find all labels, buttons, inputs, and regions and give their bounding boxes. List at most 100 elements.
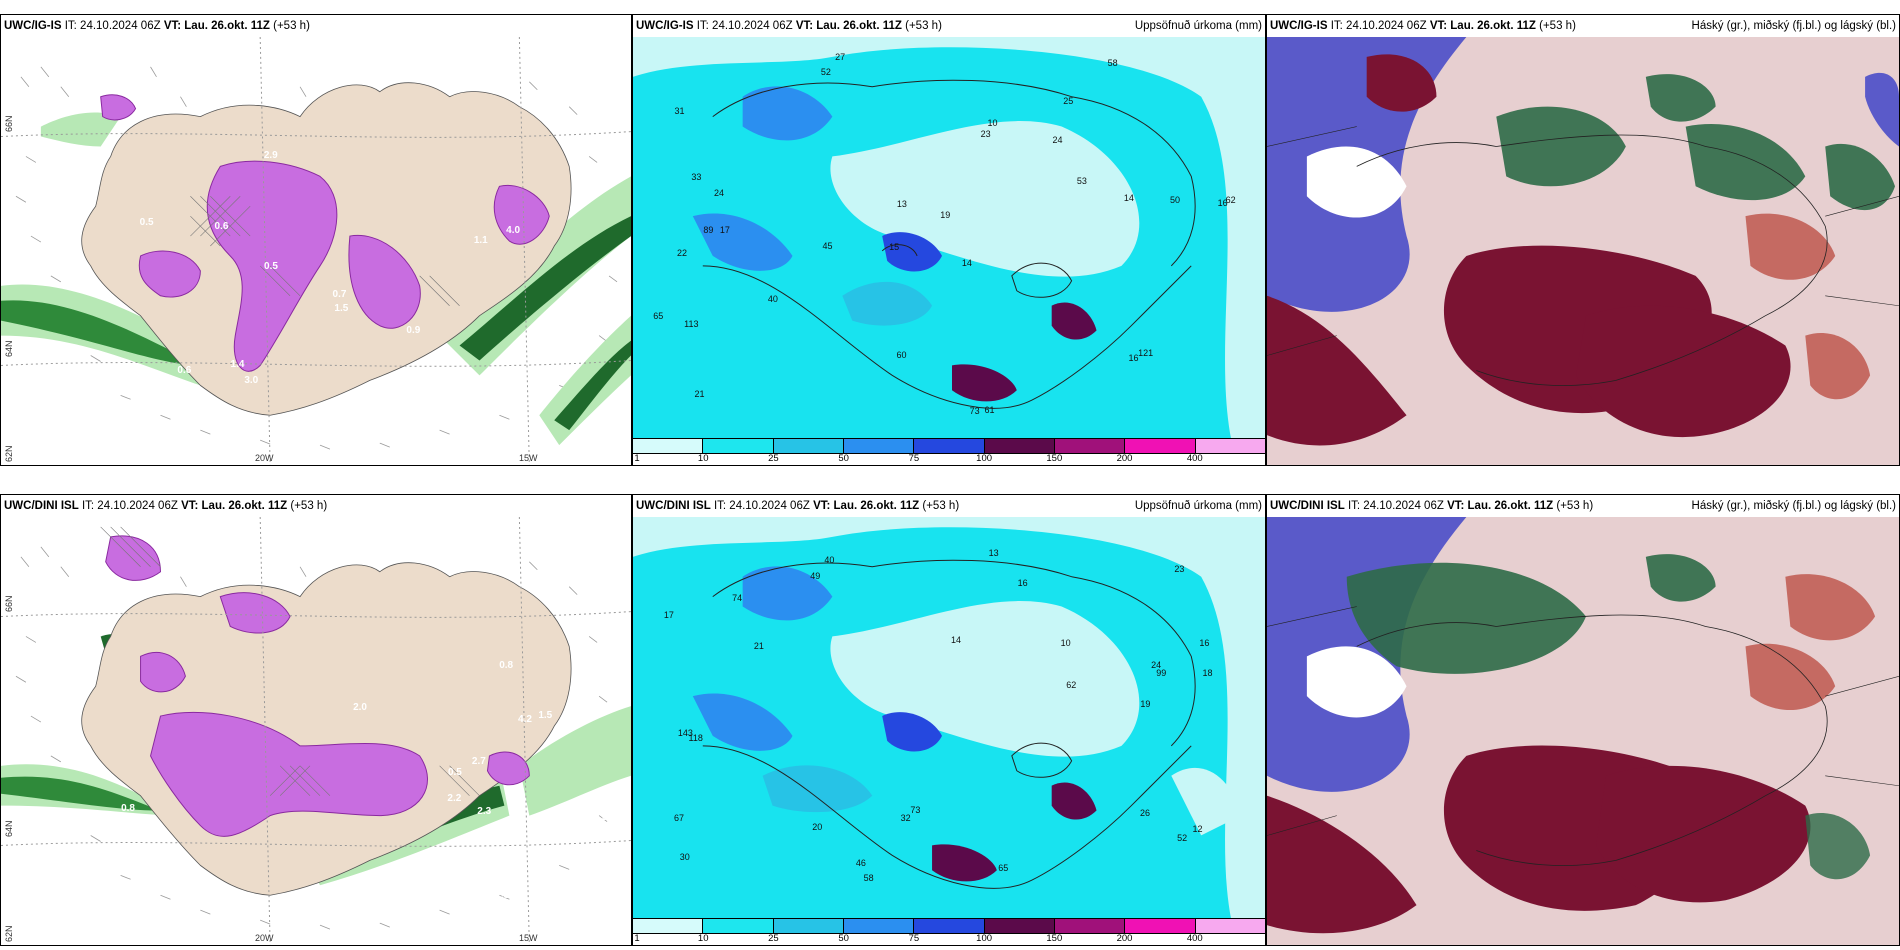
accum-value: 113 <box>684 319 699 330</box>
panel-title: Uppsöfnuð úrkoma (mm) <box>1134 500 1262 512</box>
accum-map: 27 25 16 15 14 17 31 24 22 23 19 21 52 45 73 61 60 58 53 40… <box>633 37 1265 439</box>
accum-value: 21 <box>694 389 705 400</box>
panel-ig-clouds: UWC/IG-IS IT: 24.10.2024 06Z VT: Lau. 26… <box>1266 14 1900 466</box>
panel-header: UWC/IG-IS IT: 24.10.2024 06Z VT: Lau. 26… <box>1 15 631 37</box>
accum-value: 50 <box>1169 195 1180 206</box>
precip-value: 1.9 <box>418 385 432 397</box>
colorbar-cell <box>1054 919 1126 933</box>
colorbar-cell <box>984 439 1055 453</box>
colorbar-cell <box>773 439 844 453</box>
precip-type-map: 66N 64N 62N 20W 15W 2.2 3.1 4.2 0.7 2.5 0.8 1.… <box>1 517 631 945</box>
precip-value: 2.0 <box>353 702 367 714</box>
precip-value: 2.7 <box>471 755 486 767</box>
panel-dini-accum: UWC/DINI ISL IT: 24.10.2024 06Z VT: Lau.… <box>632 494 1266 946</box>
colorbar-label: 75 <box>908 933 920 944</box>
colorbar-label: 75 <box>908 453 920 464</box>
colorbar-cell <box>703 439 774 453</box>
accum-value: 31 <box>674 106 685 117</box>
colorbar-label: 50 <box>838 453 849 464</box>
colorbar-cell <box>843 439 915 453</box>
precip-value: 0.6 <box>177 365 192 377</box>
colorbar-cell <box>1195 439 1265 453</box>
precip-value: 2.3 <box>477 805 492 817</box>
lead-time: (+53 h) <box>905 20 942 32</box>
precip-value: 4.2 <box>518 713 532 725</box>
panel-title: Háský (gr.), miðský (fj.bl.) og lágský (… <box>1691 500 1896 512</box>
accum-svg <box>633 37 1265 439</box>
clouds-svg <box>1267 37 1899 465</box>
accum-value: 49 <box>810 571 821 582</box>
clouds-map <box>1267 517 1899 945</box>
precip-value: 3.1 <box>591 811 606 823</box>
accum-value: 46 <box>855 858 866 869</box>
accum-value: 33 <box>691 172 702 183</box>
model-name: UWC/IG-IS <box>1270 20 1328 32</box>
issue-time: 24.10.2024 06Z <box>1346 20 1427 32</box>
accum-value: 16 <box>1128 352 1139 363</box>
valid-time: Lau. 26.okt. 11Z <box>1467 500 1554 512</box>
accum-value: 67 <box>673 813 684 824</box>
accum-value: 25 <box>1063 95 1074 106</box>
accum-value: 62 <box>1066 679 1077 690</box>
accum-value: 24 <box>713 188 724 199</box>
colorbar-label: 1 <box>634 933 640 944</box>
accum-value: 62 <box>1225 194 1236 205</box>
accum-value: 14 <box>961 257 972 268</box>
colorbar-cell <box>1125 439 1196 453</box>
panel-header: UWC/DINI ISL IT: 24.10.2024 06Z VT: Lau.… <box>1267 495 1899 517</box>
clouds-svg <box>1267 517 1899 945</box>
colorbar-cell <box>914 439 985 453</box>
accum-value: 12 <box>1192 824 1203 835</box>
accum-value: 99 <box>1156 668 1167 679</box>
precip-value: 0.9 <box>406 325 421 337</box>
lead-time: (+53 h) <box>1539 20 1576 32</box>
model-name: UWC/DINI ISL <box>4 500 79 512</box>
accum-value: 17 <box>719 224 730 235</box>
colorbar-label: 25 <box>768 453 779 464</box>
accum-value: 14 <box>951 635 962 646</box>
precip-type-svg <box>1 37 631 465</box>
accum-value: 23 <box>1174 564 1185 575</box>
precip-value: 0.5 <box>139 217 154 229</box>
panel-title: Háský (gr.), miðský (fj.bl.) og lágský (… <box>1691 20 1896 32</box>
lat-label: 64N <box>4 820 14 837</box>
lat-label: 66N <box>4 115 14 132</box>
issue-time: 24.10.2024 06Z <box>729 500 810 512</box>
panel-ig-precip: UWC/IG-IS IT: 24.10.2024 06Z VT: Lau. 26… <box>0 14 632 466</box>
accum-value: 53 <box>1076 175 1087 186</box>
colorbar-label: 50 <box>838 933 849 944</box>
precip-value: 2.8 <box>432 404 447 416</box>
precip-value: 1.1 <box>473 235 488 247</box>
accum-value: 40 <box>824 555 835 566</box>
accum-colorbar: 1 10 25 50 75 100 150 200 400 <box>633 918 1265 945</box>
precip-value: 0.6 <box>214 221 229 233</box>
accum-value: 21 <box>753 640 764 651</box>
accum-value: 20 <box>812 822 823 833</box>
accum-value: 73 <box>969 406 980 417</box>
lead-time: (+53 h) <box>290 500 328 512</box>
lat-label: 62N <box>4 445 14 462</box>
lat-label: 64N <box>4 340 14 357</box>
colorbar-cell <box>1195 919 1265 933</box>
accum-value: 40 <box>767 294 778 305</box>
precip-value: 0.7 <box>576 828 591 840</box>
colorbar-cells <box>633 919 1265 934</box>
accum-value: 32 <box>900 812 911 823</box>
accum-svg <box>633 517 1265 919</box>
precip-value: 1.4 <box>230 358 245 370</box>
accum-value: 18 <box>1202 668 1213 679</box>
accum-value: 16 <box>1017 577 1028 588</box>
valid-time: Lau. 26.okt. 11Z <box>833 500 920 512</box>
accum-value: 52 <box>820 67 831 78</box>
accum-value: 16 <box>1217 197 1228 208</box>
precip-value: 1.5 <box>334 302 349 314</box>
precip-value: 3.0 <box>244 375 259 387</box>
colorbar-cell <box>843 919 915 933</box>
precip-value: 2.9 <box>263 150 278 162</box>
lon-label: 15W <box>519 453 538 463</box>
colorbar-labels: 1 10 25 50 75 100 150 200 400 <box>633 453 1265 465</box>
accum-value: 27 <box>835 51 846 62</box>
accum-value: 15 <box>889 241 900 252</box>
lead-time: (+53 h) <box>273 20 310 32</box>
precip-value: 0.8 <box>121 803 135 815</box>
